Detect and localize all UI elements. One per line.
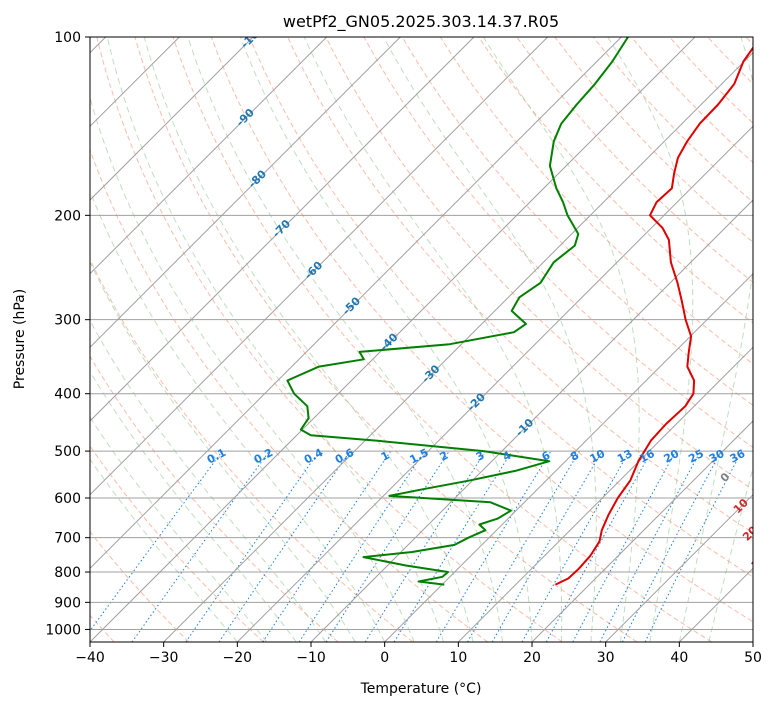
isotherm-line	[90, 37, 696, 642]
x-tick-label: −20	[223, 650, 253, 666]
x-tick-label: 30	[597, 650, 615, 666]
y-axis-ticks: 100 200 300 400 500 600 700 800 900 1000	[45, 30, 90, 638]
isotherm-line	[90, 37, 622, 570]
dry-adiabat-line	[363, 37, 753, 448]
isotherm-line	[236, 125, 753, 642]
dry-adiabat-line	[592, 37, 753, 204]
y-tick-label: 200	[54, 208, 81, 224]
moist-adiabat-line	[143, 37, 474, 642]
plot-frame	[89, 36, 754, 643]
x-axis-ticks: −40 −30 −20 −10 0 10 20 30 40 50	[75, 642, 762, 666]
y-tick-label: 900	[54, 595, 81, 611]
dry-adiabat-line	[90, 355, 339, 642]
moist-adiabat-line	[303, 37, 563, 642]
moist-adiabat-line	[90, 370, 297, 642]
moist-adiabat-line	[708, 466, 753, 642]
x-tick-label: −10	[296, 650, 326, 666]
temperature-line	[555, 46, 753, 586]
mixing-ratio-label: 20	[662, 447, 682, 466]
mixing-ratio-line	[572, 450, 677, 642]
moist-adiabat-line	[90, 189, 386, 642]
dry-adiabat-line	[90, 258, 414, 642]
dry-adiabat-line	[172, 37, 712, 642]
y-axis-label: Pressure (hPa)	[12, 289, 28, 389]
isotherm-line	[90, 37, 475, 422]
dry-adiabat-line	[516, 37, 753, 283]
moist-adiabat-line	[90, 416, 268, 642]
mixing-ratio-label: 16	[637, 447, 657, 466]
x-tick-label: −30	[149, 650, 179, 666]
x-axis-label: Temperature (°C)	[360, 681, 482, 697]
isotherm-gridlines	[90, 37, 753, 642]
mixing-ratio-line	[131, 450, 270, 642]
mixing-ratio-line	[364, 450, 486, 642]
mixing-ratio-line	[393, 450, 513, 642]
mixing-ratio-label: 30	[707, 447, 727, 466]
sounding-series	[286, 37, 753, 586]
x-tick-label: 20	[523, 650, 541, 666]
mixing-ratio-line	[185, 450, 320, 642]
moist-adiabat-line	[90, 458, 238, 642]
mixing-ratio-line	[435, 450, 552, 642]
y-tick-label: 400	[54, 387, 81, 403]
mixing-ratio-line	[467, 450, 580, 642]
dry-adiabat-line	[287, 37, 753, 534]
y-tick-label: 1000	[45, 622, 81, 638]
isotherm-line	[90, 37, 254, 201]
mixing-ratio-line	[521, 450, 630, 642]
y-tick-label: 800	[54, 565, 81, 581]
dewpoint-line	[286, 37, 629, 586]
y-tick-label: 700	[54, 531, 81, 547]
x-tick-label: 40	[670, 650, 688, 666]
isotherm-line	[163, 51, 753, 642]
mixing-ratio-line	[491, 450, 603, 642]
moist-adiabat-line	[106, 37, 445, 642]
y-tick-label: 600	[54, 491, 81, 507]
mixing-ratio-label: 36	[728, 447, 748, 466]
moist-adiabat-line	[90, 319, 327, 642]
plot-area: 0.10.20.40.611.52346810131620253036-100-…	[90, 37, 769, 642]
dry-adiabat-line	[401, 37, 753, 406]
moist-adiabat-line	[90, 260, 356, 642]
moist-adiabat-line	[482, 37, 640, 642]
dry-adiabat-line	[325, 37, 753, 491]
isotherm-line	[605, 493, 753, 642]
mixing-ratio-label: 13	[615, 447, 635, 466]
isotherm-line	[90, 37, 401, 349]
dry-adiabat-line	[90, 530, 190, 642]
mixing-ratio-line	[325, 450, 450, 642]
mixing-ratio-line	[90, 450, 223, 632]
isotherm-line	[457, 346, 753, 642]
y-tick-label: 100	[54, 30, 81, 46]
moist-adiabat-line	[239, 37, 533, 642]
dry-adiabat-line	[134, 37, 638, 642]
x-tick-label: 10	[449, 650, 467, 666]
mixing-ratio-label: 10	[588, 447, 608, 466]
isotherm-line	[384, 272, 753, 642]
isotherm-line	[90, 37, 549, 496]
y-tick-label: 300	[54, 313, 81, 329]
moist-adiabat-line	[607, 37, 694, 642]
y-tick-label: 500	[54, 444, 81, 460]
moist-adiabat-label: 30	[749, 552, 769, 572]
dry-adiabat-line	[96, 37, 563, 642]
moist-adiabat-line	[187, 37, 503, 642]
isotherm-line	[531, 420, 753, 642]
isotherm-line	[310, 199, 753, 642]
dry-adiabat-line	[90, 148, 488, 642]
x-tick-label: 50	[744, 650, 762, 666]
chart-title: wetPf2_GN05.2025.303.14.37.R05	[283, 12, 559, 32]
isotherm-line	[90, 37, 328, 275]
x-tick-label: −40	[75, 650, 105, 666]
moist-adiabat-line	[678, 37, 753, 642]
mixing-ratio-line	[218, 450, 351, 642]
mixing-ratio-label: 25	[686, 447, 706, 466]
x-tick-label: 0	[380, 650, 389, 666]
